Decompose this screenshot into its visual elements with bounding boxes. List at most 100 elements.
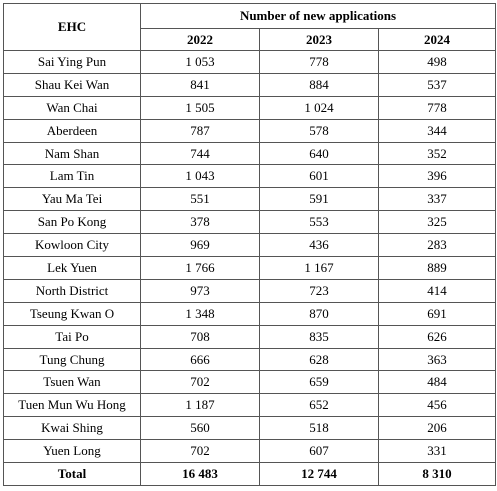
ehc-name: Tsuen Wan (3, 370, 141, 395)
header-row: 2022 2023 2024 (4, 28, 497, 51)
cell-value: 337 (377, 187, 497, 212)
table-row: Nam Shan 744 640 352 (3, 141, 497, 166)
cell-value: 870 (259, 301, 379, 326)
table-body: Sai Ying Pun 1 053 778 498 Shau Kei Wan 841 88… (3, 50, 497, 487)
cell-value: 841 (140, 72, 260, 97)
table-row: Tai Po 708 835 626 (3, 324, 497, 349)
cell-value: 889 (377, 256, 497, 280)
table-row: Kowloon City 969 436 283 (3, 233, 497, 258)
cell-value: 414 (377, 278, 497, 303)
cell-value: 1 053 (140, 50, 260, 74)
cell-value: 325 (377, 210, 497, 235)
ehc-name: Aberdeen (3, 118, 141, 143)
cell-value: 1 766 (140, 256, 260, 280)
table-row: Kwai Shing 560 518 206 (3, 416, 497, 441)
year-header: 2023 (259, 28, 379, 51)
cell-value: 363 (377, 347, 497, 372)
cell-value: 537 (377, 72, 497, 97)
cell-value: 702 (140, 370, 260, 395)
cell-value: 628 (259, 347, 379, 372)
total-row: Total 16 483 12 744 8 310 (3, 462, 497, 487)
table-row: Tuen Mun Wu Hong 1 187 652 456 (3, 393, 497, 418)
ehc-name: Lam Tin (3, 164, 141, 189)
year-header: 2022 (140, 28, 260, 51)
table-row: North District 973 723 414 (3, 278, 497, 303)
ehc-name: Wan Chai (3, 95, 141, 120)
cell-value: 436 (259, 233, 379, 258)
cell-value: 778 (259, 50, 379, 74)
table-row: Yuen Long 702 607 331 (3, 439, 497, 464)
cell-value: 331 (377, 439, 497, 464)
cell-value: 484 (377, 370, 497, 395)
cell-value: 206 (377, 416, 497, 441)
ehc-name: Tuen Mun Wu Hong (3, 393, 141, 418)
cell-value: 551 (140, 187, 260, 212)
cell-value: 1 505 (140, 95, 260, 120)
total-value: 12 744 (259, 462, 379, 487)
ehc-name: Kowloon City (3, 233, 141, 258)
ehc-name: Tseung Kwan O (3, 301, 141, 326)
header-row: EHC Number of new applications (3, 3, 497, 51)
cell-value: 553 (259, 210, 379, 235)
group-header: Number of new applications (139, 3, 497, 29)
cell-value: 1 187 (140, 393, 260, 418)
cell-value: 666 (140, 347, 260, 372)
year-header: 2024 (377, 28, 497, 51)
table-row: Yau Ma Tei 551 591 337 (3, 187, 497, 212)
cell-value: 1 043 (140, 164, 260, 189)
corner-header: EHC (3, 3, 141, 51)
table-row: Lek Yuen 1 766 1 167 889 (3, 256, 497, 280)
ehc-name: Tai Po (3, 324, 141, 349)
cell-value: 723 (259, 278, 379, 303)
cell-value: 626 (377, 324, 497, 349)
ehc-name: Shau Kei Wan (3, 72, 141, 97)
cell-value: 591 (259, 187, 379, 212)
ehc-name: North District (3, 278, 141, 303)
table-row: Tung Chung 666 628 363 (3, 347, 497, 372)
total-label: Total (3, 462, 141, 487)
ehc-name: San Po Kong (3, 210, 141, 235)
cell-value: 1 167 (259, 256, 379, 280)
table-row: Shau Kei Wan 841 884 537 (3, 72, 497, 97)
table-row: Aberdeen 787 578 344 (3, 118, 497, 143)
cell-value: 344 (377, 118, 497, 143)
cell-value: 378 (140, 210, 260, 235)
ehc-name: Nam Shan (3, 141, 141, 166)
table-row: Tsuen Wan 702 659 484 (3, 370, 497, 395)
cell-value: 652 (259, 393, 379, 418)
table-row: Lam Tin 1 043 601 396 (3, 164, 497, 189)
cell-value: 1 024 (259, 95, 379, 120)
cell-value: 456 (377, 393, 497, 418)
cell-value: 396 (377, 164, 497, 189)
cell-value: 1 348 (140, 301, 260, 326)
table-row: San Po Kong 378 553 325 (3, 210, 497, 235)
ehc-name: Yau Ma Tei (3, 187, 141, 212)
cell-value: 283 (377, 233, 497, 258)
cell-value: 702 (140, 439, 260, 464)
total-value: 16 483 (140, 462, 260, 487)
ehc-name: Tung Chung (3, 347, 141, 372)
ehc-name: Sai Ying Pun (3, 50, 141, 74)
cell-value: 352 (377, 141, 497, 166)
cell-value: 659 (259, 370, 379, 395)
cell-value: 601 (259, 164, 379, 189)
cell-value: 835 (259, 324, 379, 349)
table-row: Sai Ying Pun 1 053 778 498 (3, 50, 497, 74)
cell-value: 560 (140, 416, 260, 441)
cell-value: 884 (259, 72, 379, 97)
cell-value: 973 (140, 278, 260, 303)
cell-value: 607 (259, 439, 379, 464)
cell-value: 640 (259, 141, 379, 166)
cell-value: 518 (259, 416, 379, 441)
cell-value: 787 (140, 118, 260, 143)
total-value: 8 310 (377, 462, 497, 487)
cell-value: 691 (377, 301, 497, 326)
cell-value: 778 (377, 95, 497, 120)
ehc-name: Lek Yuen (3, 256, 141, 280)
applications-table: EHC Number of new applications 2022 2023 2… (3, 3, 497, 487)
ehc-name: Yuen Long (3, 439, 141, 464)
cell-value: 498 (377, 50, 497, 74)
cell-value: 578 (259, 118, 379, 143)
